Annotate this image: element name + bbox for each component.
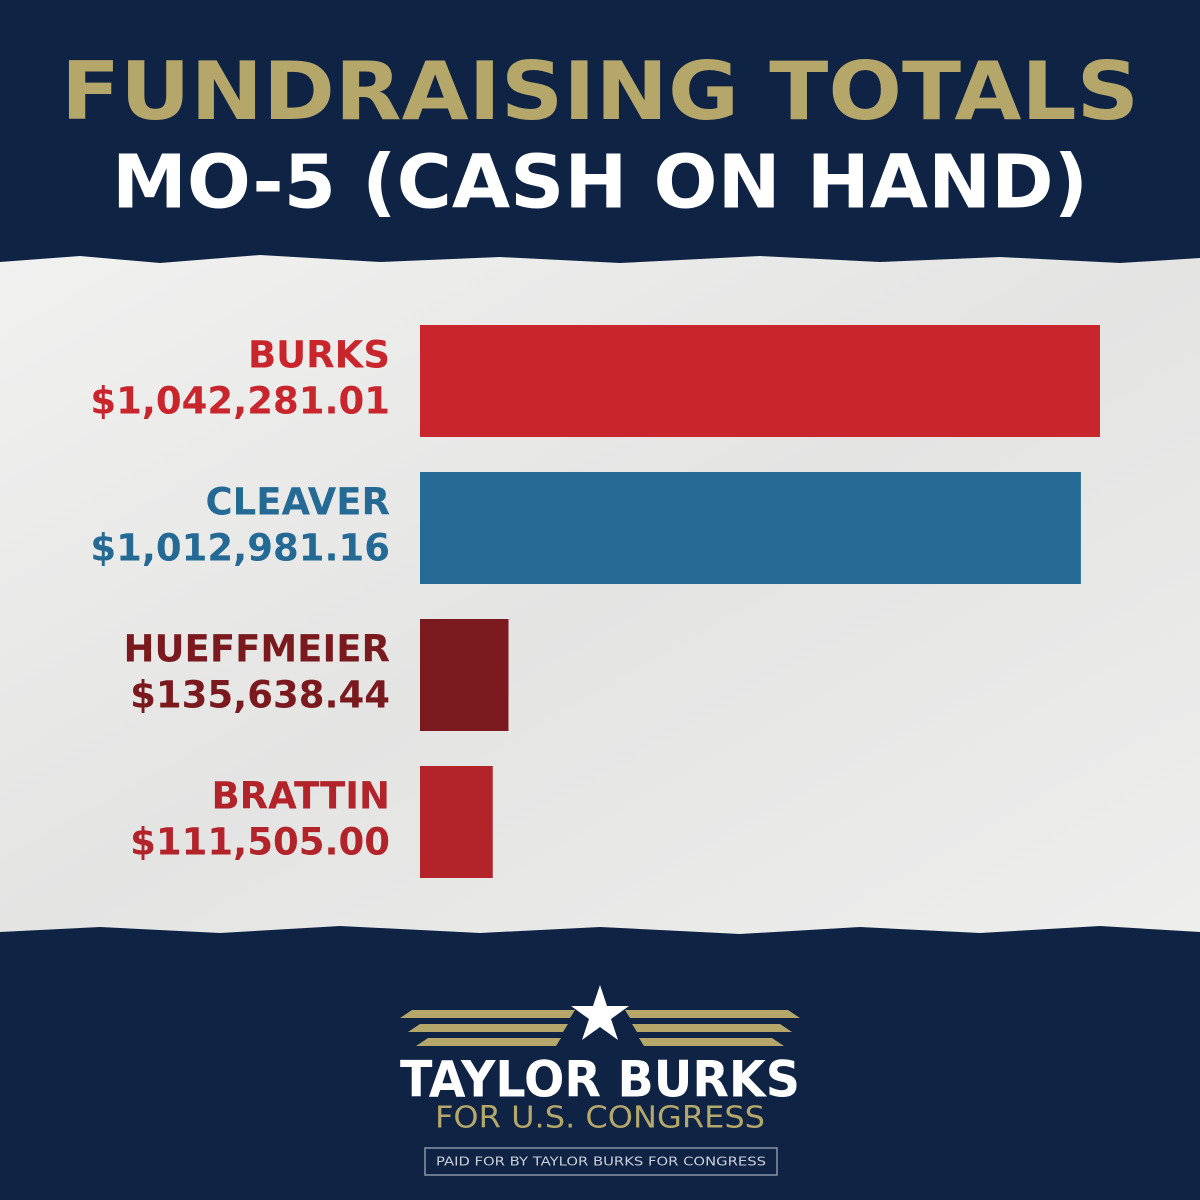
category-label: BURKS xyxy=(248,334,390,377)
logo-stripe xyxy=(632,1024,792,1032)
value-label: $1,012,981.16 xyxy=(90,527,390,570)
category-label: BRATTIN xyxy=(211,775,390,818)
disclaimer: PAID FOR BY TAYLOR BURKS FOR CONGRESS xyxy=(436,1155,766,1169)
logo-star xyxy=(571,985,629,1040)
chart-title: FUNDRAISING TOTALS xyxy=(61,45,1139,138)
logo-name: TAYLOR BURKS xyxy=(400,1051,800,1109)
chart-subtitle: MO-5 (CASH ON HAND) xyxy=(112,140,1088,226)
bar xyxy=(420,472,1081,584)
value-label: $1,042,281.01 xyxy=(90,380,390,423)
category-label: CLEAVER xyxy=(205,481,390,524)
bar xyxy=(420,325,1100,437)
logo-stripe xyxy=(400,1010,575,1018)
logo-stripe xyxy=(408,1024,568,1032)
logo-stripe xyxy=(625,1010,800,1018)
value-label: $111,505.00 xyxy=(130,821,390,864)
logo-tagline: FOR U.S. CONGRESS xyxy=(435,1101,765,1136)
value-label: $135,638.44 xyxy=(130,674,390,717)
bar xyxy=(420,619,509,731)
disclaimer-box xyxy=(424,1147,778,1176)
category-label: HUEFFMEIER xyxy=(124,628,390,671)
logo-stripe xyxy=(639,1038,784,1046)
logo-stripe xyxy=(416,1038,561,1046)
bar xyxy=(420,766,493,878)
logo xyxy=(400,985,800,1046)
